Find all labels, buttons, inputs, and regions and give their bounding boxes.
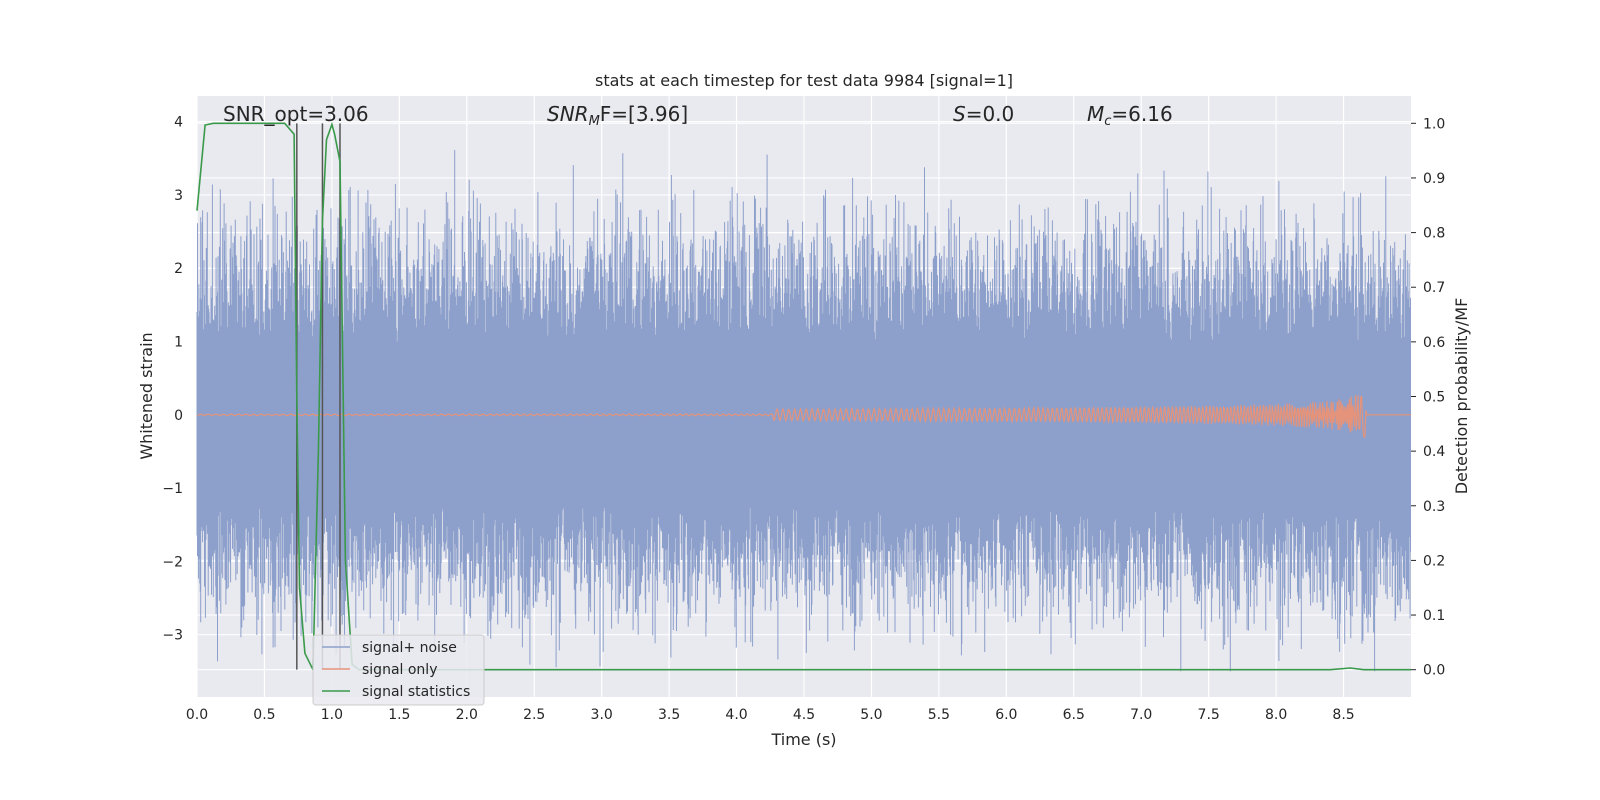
s-var: S bbox=[953, 102, 966, 126]
series-signal-only bbox=[196, 395, 1411, 438]
snr-mf-var: SNR bbox=[547, 102, 589, 126]
x-tick-label: 8.5 bbox=[1332, 707, 1354, 723]
legend-label-signal: signal only bbox=[362, 662, 437, 678]
x-tick-label: 4.0 bbox=[725, 707, 747, 723]
y-right-tick-label: 1.0 bbox=[1423, 116, 1445, 132]
series-signal-plus-noise bbox=[196, 150, 1411, 672]
noise-trace bbox=[196, 150, 1411, 672]
mc-var: M bbox=[1087, 102, 1104, 126]
annotation-mc: Mc=6.16 bbox=[1087, 102, 1173, 129]
y-right-tick-label: 0.6 bbox=[1423, 335, 1445, 351]
y-right-tick-label: 0.2 bbox=[1423, 553, 1445, 569]
y-axis-right-label: Detection probability/MF bbox=[1452, 298, 1471, 495]
x-tick-label: 6.5 bbox=[1063, 707, 1085, 723]
legend: signal+ noise signal only signal statist… bbox=[312, 634, 485, 706]
y-right-tick-label: 0.5 bbox=[1423, 390, 1445, 406]
y-left-tick-label: −1 bbox=[162, 481, 183, 497]
chart-title: stats at each timestep for test data 998… bbox=[595, 71, 1013, 90]
annotation-snr-mf: SNRMF=[3.96] bbox=[547, 102, 688, 129]
y-right-tick-label: 0.9 bbox=[1423, 171, 1445, 187]
x-tick-label: 7.0 bbox=[1130, 707, 1152, 723]
snr-mf-rest: F=[3.96] bbox=[600, 102, 688, 126]
mc-rest: =6.16 bbox=[1111, 102, 1172, 126]
x-axis-ticks: 0.0 0.5 1.0 1.5 2.0 2.5 3.0 3.5 4.0 4.5 5.0 5.5 6.0 6… bbox=[186, 707, 1355, 723]
x-tick-label: 3.5 bbox=[658, 707, 680, 723]
x-tick-label: 5.0 bbox=[860, 707, 882, 723]
x-tick-label: 7.5 bbox=[1198, 707, 1220, 723]
s-rest: =0.0 bbox=[966, 102, 1015, 126]
x-tick-label: 6.0 bbox=[995, 707, 1017, 723]
legend-label-noise: signal+ noise bbox=[362, 640, 457, 656]
y-left-tick-label: 3 bbox=[174, 188, 183, 204]
x-tick-label: 5.5 bbox=[928, 707, 950, 723]
x-tick-label: 3.0 bbox=[591, 707, 613, 723]
x-tick-label: 1.0 bbox=[321, 707, 343, 723]
y-right-tick-label: 0.4 bbox=[1423, 444, 1445, 460]
y-right-tick-label: 0.8 bbox=[1423, 226, 1445, 242]
y-axis-left-label: Whitened strain bbox=[137, 332, 156, 459]
x-axis-label: Time (s) bbox=[770, 730, 836, 749]
x-tick-label: 2.5 bbox=[523, 707, 545, 723]
y-right-tick-label: 0.7 bbox=[1423, 280, 1445, 296]
annotation-s: S=0.0 bbox=[953, 102, 1014, 126]
snr-mf-sub: M bbox=[589, 114, 600, 129]
y-left-tick-label: 1 bbox=[174, 335, 183, 351]
y-left-tick-label: −2 bbox=[162, 554, 183, 570]
annotation-snr-opt: SNR_opt=3.06 bbox=[223, 102, 369, 126]
y-left-tick-label: 2 bbox=[174, 261, 183, 277]
stats-trace bbox=[196, 121, 1411, 671]
y-left-tick-label: 4 bbox=[174, 115, 183, 131]
y-right-tick-label: 0.0 bbox=[1423, 663, 1445, 679]
y-right-tick-label: 0.3 bbox=[1423, 499, 1445, 515]
mc-sub: c bbox=[1104, 114, 1111, 129]
series-signal-statistics bbox=[196, 121, 1411, 671]
x-tick-label: 4.5 bbox=[793, 707, 815, 723]
y-axis-right-ticks: 0.0 0.1 0.2 0.3 0.4 0.5 0.6 0.7 0.8 0.9 1.0 bbox=[1411, 116, 1445, 679]
x-tick-label: 0.0 bbox=[186, 707, 208, 723]
legend-label-stats: signal statistics bbox=[362, 684, 470, 700]
x-tick-label: 0.5 bbox=[253, 707, 275, 723]
y-right-tick-label: 0.1 bbox=[1423, 608, 1445, 624]
x-tick-label: 8.0 bbox=[1265, 707, 1287, 723]
legend-box bbox=[312, 634, 485, 706]
x-tick-label: 1.5 bbox=[388, 707, 410, 723]
x-tick-label: 2.0 bbox=[456, 707, 478, 723]
signal-trace bbox=[196, 395, 1411, 438]
y-axis-left-ticks: −3 −2 −1 0 1 2 3 4 bbox=[162, 115, 183, 644]
y-left-tick-label: 0 bbox=[174, 408, 183, 424]
y-left-tick-label: −3 bbox=[162, 628, 183, 644]
